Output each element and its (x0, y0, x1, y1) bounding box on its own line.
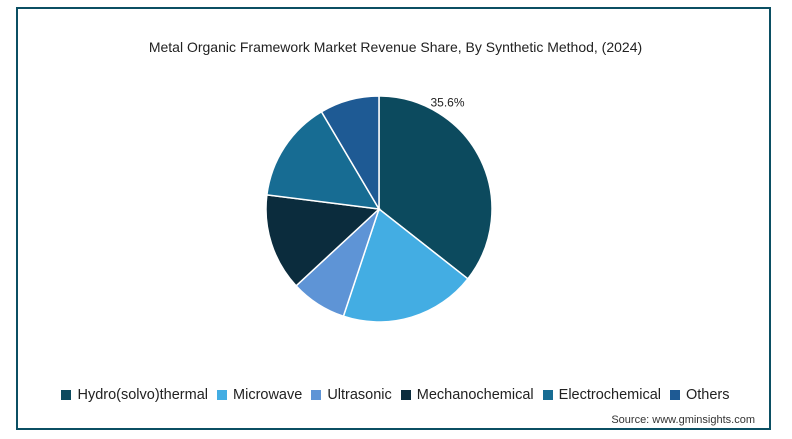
legend-item: Ultrasonic (311, 387, 392, 403)
legend-label: Electrochemical (558, 387, 661, 403)
legend-item: Electrochemical (542, 387, 661, 403)
slice-label: 35.6% (430, 96, 464, 110)
legend-item: Others (670, 387, 730, 403)
pie-slice-hydro-solvo-thermal (378, 95, 493, 280)
legend-item: Mechanochemical (400, 387, 534, 403)
pie-slice-others (320, 95, 380, 212)
chart-title: Metal Organic Framework Market Revenue S… (148, 39, 643, 55)
legend-item: Microwave (217, 387, 302, 403)
pie-slice-electrochemical (266, 110, 381, 210)
pie-slice-microwave (342, 207, 469, 323)
pie-slice-mechanochemical (265, 193, 381, 287)
legend-label: Others (686, 387, 730, 403)
legend-label: Microwave (233, 387, 303, 403)
legend-swatch (542, 390, 553, 400)
legend-label: Hydro(solvo)thermal (77, 387, 209, 403)
legend: Hydro(solvo)thermal Microwave Ultrasonic Me… (18, 387, 773, 403)
legend-label: Ultrasonic (327, 387, 392, 403)
chart-frame: Metal Organic Framework Market Revenue S… (16, 7, 771, 430)
legend-swatch (61, 390, 72, 400)
source-note: Source: www.gminsights.com (611, 414, 755, 426)
pie-chart: 35.6% (265, 95, 493, 323)
legend-swatch (670, 390, 680, 400)
legend-swatch (217, 390, 228, 400)
legend-label: Mechanochemical (416, 387, 534, 403)
legend-swatch (400, 390, 411, 400)
legend-item: Hydro(solvo)thermal (61, 387, 208, 403)
legend-swatch (311, 390, 322, 400)
